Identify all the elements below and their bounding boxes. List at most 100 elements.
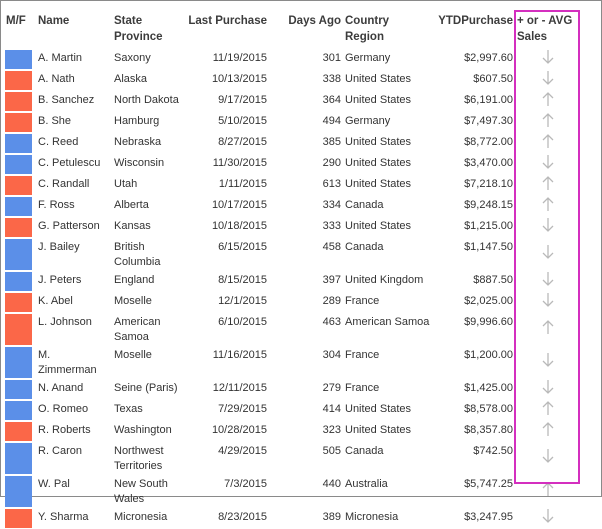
days-ago: 458 [322,241,341,253]
ytd-purchase: $3,247.95 [464,511,513,523]
days-ago: 279 [322,382,341,394]
days-ago: 289 [322,295,341,307]
ytd-purchase: $9,996.60 [464,316,513,328]
state: North Dakota [114,94,179,106]
gender-swatch [5,272,32,291]
trend-cell [515,112,580,133]
trend-cell [515,91,580,112]
state: Washington [114,424,172,436]
gender-cell [4,238,36,271]
country: Canada [345,241,384,253]
name: G. Patterson [38,220,100,232]
gender-cell [4,292,36,313]
trend-arrow [542,320,553,335]
gender-swatch [5,401,32,420]
days-ago: 613 [322,178,341,190]
ytd-purchase: $7,497.30 [464,115,513,127]
state: Alaska [114,73,148,85]
trend-cell [515,217,580,238]
arrow-path [542,272,553,287]
trend-arrow [542,71,553,86]
arrow-path [542,218,553,233]
ytd-purchase: $1,215.00 [464,220,513,232]
trend-arrow [542,50,553,65]
trend-arrow [542,218,553,233]
column-header: Name [38,15,70,27]
gender-swatch [5,176,32,195]
gender-cell [4,175,36,196]
last-purchase: 8/15/2015 [218,274,267,286]
gender-swatch [5,347,32,378]
table-row: K. Abel Moselle 12/1/2015 289 France $2,025.0… [4,292,580,313]
arrow-path [542,353,553,368]
gender-cell [4,346,36,379]
trend-arrow [542,401,553,416]
last-purchase: 1/11/2015 [218,178,267,190]
arrow-path [542,401,553,416]
arrow-path [542,134,553,149]
gender-cell [4,442,36,475]
gender-cell [4,421,36,442]
table-row: A. Martin Saxony 11/19/2015 301 Germany $2,99… [4,49,580,70]
table-row: J. Peters England 8/15/2015 397 United Kingd… [4,271,580,292]
arrow-path [542,482,553,497]
name: R. Roberts [38,424,91,436]
ytd-purchase: $1,200.00 [464,349,513,361]
arrow-path [542,92,553,107]
gender-swatch [5,314,32,345]
trend-arrow [542,509,553,524]
country: France [345,349,380,361]
gender-swatch [5,197,32,216]
name: A. Martin [38,52,83,64]
column-header: Country Region [345,15,390,43]
trend-cell [515,475,580,508]
ytd-purchase: $2,997.60 [464,52,513,64]
table-row: B. Sanchez North Dakota 9/17/2015 364 United… [4,91,580,112]
column-header: YTDPurchase [438,15,513,27]
state: New South Wales [114,478,168,505]
name: K. Abel [38,295,73,307]
last-purchase: 8/27/2015 [218,136,267,148]
name: A. Nath [38,73,75,85]
ytd-purchase: $8,578.00 [464,403,513,415]
country: United States [345,136,412,148]
state: Moselle [114,295,152,307]
trend-arrow [542,272,553,287]
trend-arrow [542,449,553,464]
trend-cell [515,379,580,400]
state: Moselle [114,349,152,361]
arrow-path [542,176,553,191]
last-purchase: 5/10/2015 [218,115,267,127]
gender-cell [4,133,36,154]
last-purchase: 10/28/2015 [211,424,267,436]
days-ago: 385 [322,136,341,148]
ytd-purchase: $6,191.00 [464,94,513,106]
table-row: R. Roberts Washington 10/28/2015 323 United … [4,421,580,442]
table-body: A. Martin Saxony 11/19/2015 301 Germany $2,99… [4,49,580,529]
ytd-purchase: $8,357.80 [464,424,513,436]
country: Australia [345,478,388,490]
trend-cell [515,313,580,346]
state: Kansas [114,220,151,232]
state: Hamburg [114,115,160,127]
gender-cell [4,475,36,508]
days-ago: 290 [322,157,341,169]
country: Canada [345,199,384,211]
trend-arrow [542,353,553,368]
name: B. Sanchez [38,94,95,106]
country: United States [345,220,412,232]
trend-arrow [542,380,553,395]
arrow-path [542,155,553,170]
name: F. Ross [38,199,75,211]
table-row: F. Ross Alberta 10/17/2015 334 Canada $9,248.… [4,196,580,217]
gender-swatch [5,509,32,528]
last-purchase: 12/1/2015 [218,295,267,307]
table-row: N. Anand Seine (Paris) 12/11/2015 279 France… [4,379,580,400]
days-ago: 463 [322,316,341,328]
arrow-path [542,197,553,212]
name: J. Peters [38,274,82,286]
gender-swatch [5,71,32,90]
country: France [345,382,380,394]
column-header: Last Purchase [188,15,267,27]
arrow-path [542,50,553,65]
